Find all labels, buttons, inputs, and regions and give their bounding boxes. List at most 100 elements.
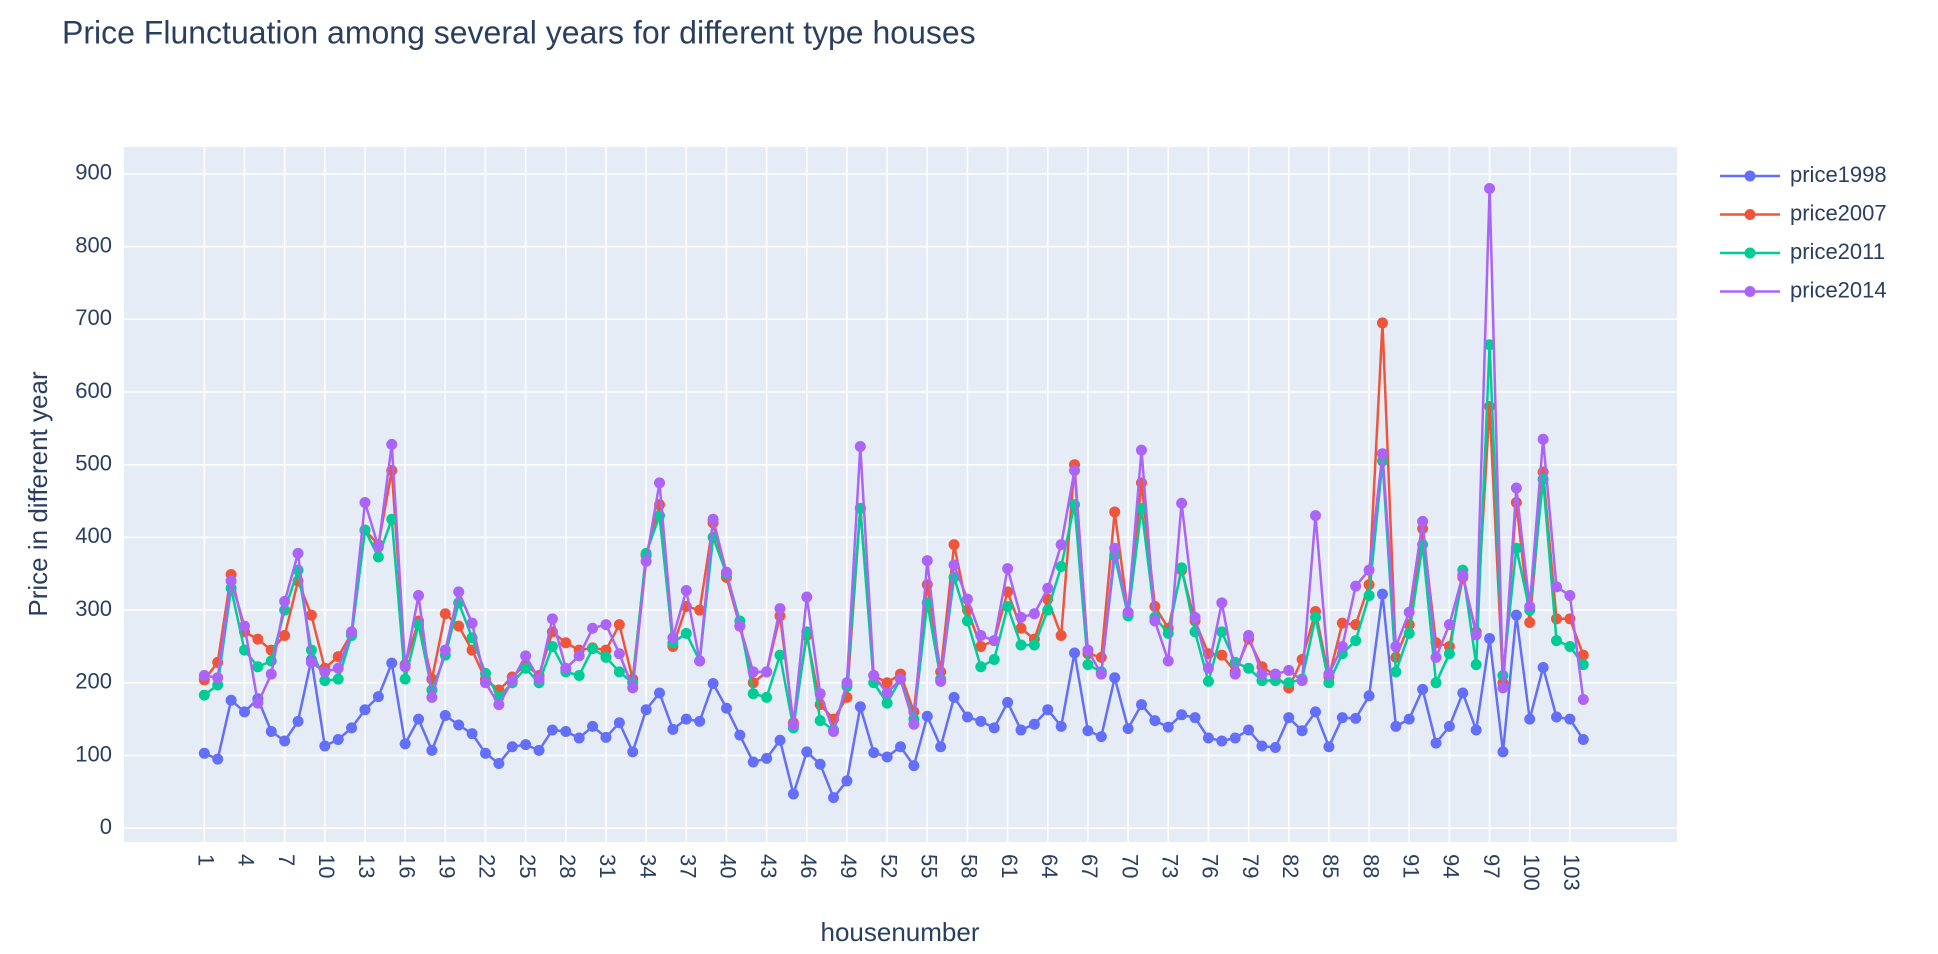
marker (479, 747, 491, 759)
marker (573, 670, 585, 682)
marker (613, 666, 625, 678)
marker (1551, 711, 1563, 723)
marker (667, 723, 679, 735)
marker (1095, 731, 1107, 743)
marker (975, 715, 987, 727)
marker (787, 788, 799, 800)
marker (520, 650, 532, 662)
marker (413, 713, 425, 725)
marker (1390, 640, 1402, 652)
x-tick-label: 16 (394, 854, 419, 878)
marker (346, 626, 358, 638)
legend-marker (1744, 209, 1756, 220)
marker (1457, 569, 1469, 581)
marker (466, 617, 478, 629)
x-tick-label: 28 (555, 854, 580, 878)
marker (1336, 617, 1348, 629)
marker (814, 715, 826, 727)
marker (667, 632, 679, 644)
marker (386, 657, 398, 669)
marker (279, 630, 291, 642)
marker (1376, 588, 1388, 600)
marker (1109, 672, 1121, 684)
marker (1229, 668, 1241, 680)
marker (1497, 746, 1509, 758)
marker (1002, 696, 1014, 708)
marker (587, 720, 599, 732)
marker (1310, 611, 1322, 623)
marker (1243, 724, 1255, 736)
marker (1350, 712, 1362, 724)
marker (1042, 582, 1054, 594)
marker (961, 711, 973, 723)
marker (1256, 740, 1268, 752)
marker (1551, 613, 1563, 625)
marker (1551, 635, 1563, 647)
marker (694, 715, 706, 727)
marker (734, 729, 746, 741)
marker (1564, 640, 1576, 652)
marker (1162, 721, 1174, 733)
marker (720, 702, 732, 714)
legend-marker (1744, 170, 1756, 182)
x-tick-label: 25 (515, 854, 540, 878)
marker (854, 701, 866, 713)
marker (1430, 651, 1442, 663)
x-tick-label: 31 (595, 854, 620, 878)
marker (399, 673, 411, 685)
line (204, 187, 1585, 733)
x-tick-label: 1 (194, 854, 219, 866)
x-tick-label: 91 (1398, 854, 1423, 878)
x-tick-label: 103 (1559, 854, 1584, 891)
marker (1363, 564, 1375, 576)
marker (1403, 606, 1415, 618)
legend-label: price2007 (1790, 200, 1887, 225)
marker (854, 441, 866, 453)
marker (1564, 713, 1576, 725)
x-tick-label: 46 (796, 854, 821, 878)
marker (613, 648, 625, 660)
marker (948, 559, 960, 571)
marker (988, 635, 1000, 647)
legend-marker (1744, 247, 1756, 259)
marker (587, 622, 599, 634)
marker (1149, 715, 1161, 727)
marker (613, 717, 625, 729)
marker (279, 595, 291, 607)
marker (198, 747, 210, 759)
marker (332, 662, 344, 674)
marker (1484, 632, 1496, 644)
marker (252, 697, 264, 709)
marker (372, 691, 384, 703)
marker (332, 733, 344, 745)
plot-area (124, 147, 1677, 842)
x-tick-label: 67 (1077, 854, 1102, 878)
marker (935, 675, 947, 687)
marker (1202, 675, 1214, 687)
marker (734, 620, 746, 632)
marker (1310, 510, 1322, 522)
x-tick-label: 13 (354, 854, 379, 878)
marker (1028, 639, 1040, 651)
x-tick-label: 49 (836, 854, 861, 878)
marker (814, 688, 826, 700)
marker (479, 677, 491, 689)
marker (453, 719, 465, 731)
x-tick-label: 82 (1278, 854, 1303, 878)
marker (1189, 712, 1201, 724)
marker (654, 687, 666, 699)
marker (466, 728, 478, 740)
marker (1376, 317, 1388, 329)
marker (386, 513, 398, 525)
marker (1202, 662, 1214, 674)
marker (694, 604, 706, 616)
marker (1577, 649, 1589, 661)
marker (573, 650, 585, 662)
x-tick-label: 52 (876, 854, 901, 878)
y-tick-label: 100 (75, 741, 112, 766)
y-tick-label: 500 (75, 451, 112, 476)
marker (1323, 741, 1335, 753)
marker (841, 677, 853, 689)
marker (1015, 622, 1027, 634)
marker (279, 735, 291, 747)
